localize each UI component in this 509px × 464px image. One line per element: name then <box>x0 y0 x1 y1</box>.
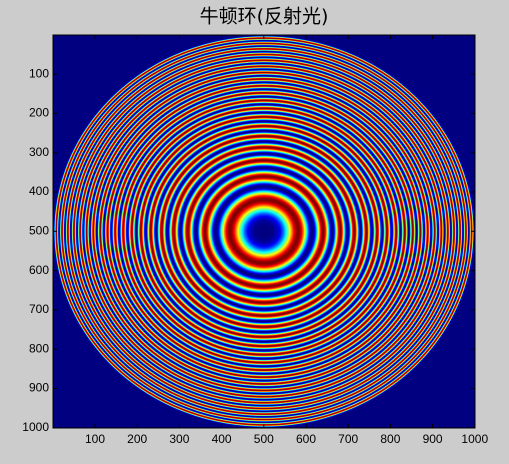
x-tick-label: 100 <box>85 432 105 446</box>
y-tick-label: 1000 <box>22 420 49 434</box>
y-tick-label: 300 <box>29 145 49 159</box>
x-tick-label: 900 <box>423 432 443 446</box>
x-tick-label: 1000 <box>461 432 488 446</box>
y-tick-label: 600 <box>29 263 49 277</box>
y-tick-label: 800 <box>29 341 49 355</box>
x-tick-label: 500 <box>254 432 274 446</box>
y-tick-label: 500 <box>29 223 49 237</box>
y-tick-label: 900 <box>29 381 49 395</box>
y-tick-label: 400 <box>29 184 49 198</box>
x-tick-label: 300 <box>169 432 189 446</box>
x-tick-label: 200 <box>127 432 147 446</box>
y-tick-label: 100 <box>29 66 49 80</box>
x-tick-label: 800 <box>380 432 400 446</box>
x-tick-label: 400 <box>212 432 232 446</box>
y-tick-label: 700 <box>29 302 49 316</box>
newton-rings <box>53 35 475 428</box>
x-tick-label: 600 <box>296 432 316 446</box>
x-tick-label: 700 <box>338 432 358 446</box>
chart-title: 牛顿环(反射光) <box>200 6 329 28</box>
y-tick-label: 200 <box>29 106 49 120</box>
